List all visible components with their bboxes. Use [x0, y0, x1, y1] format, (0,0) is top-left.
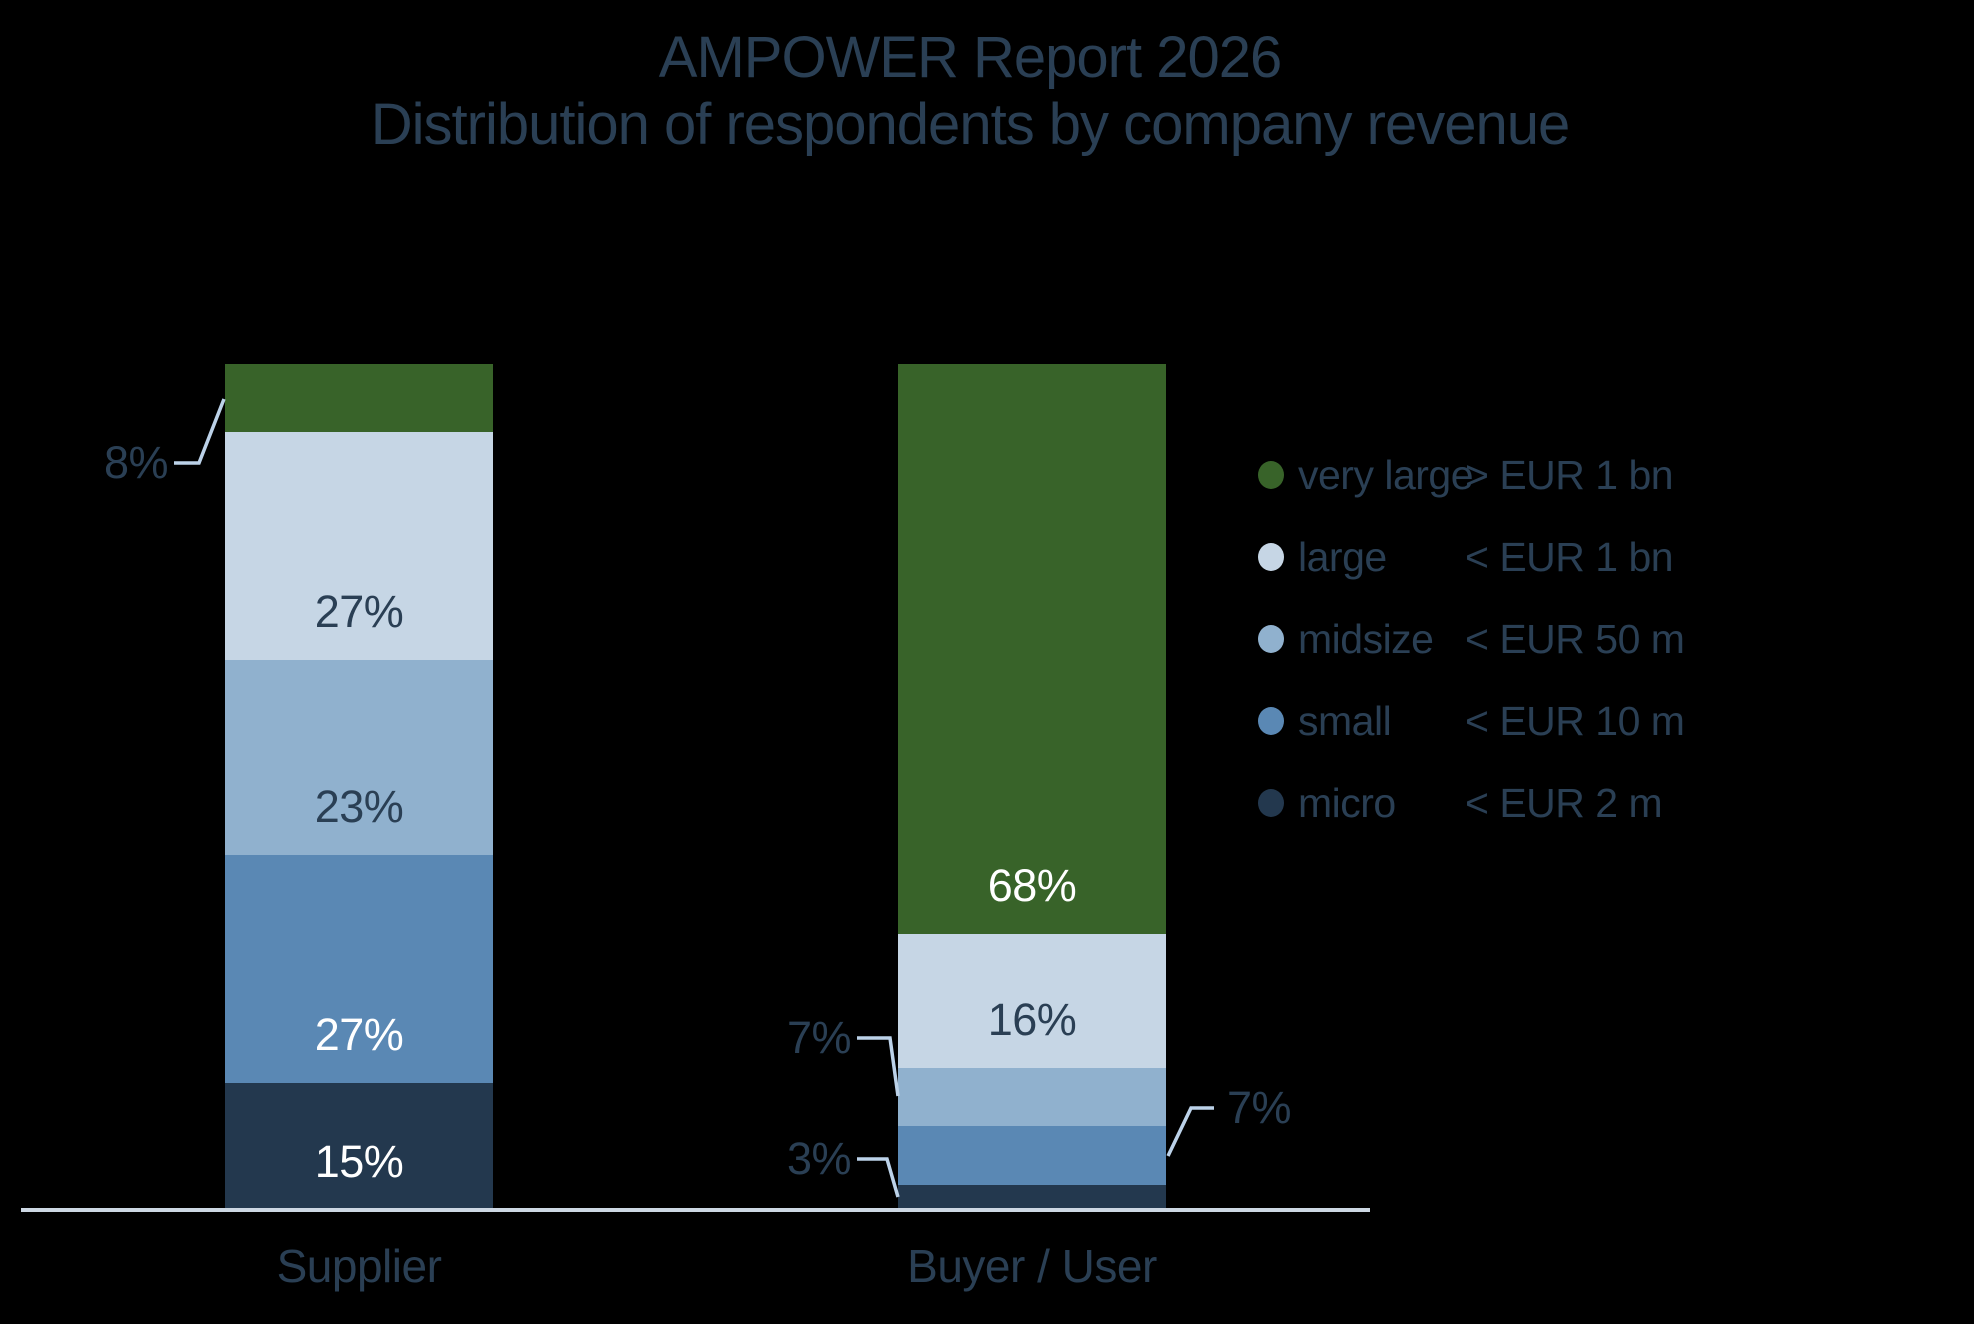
legend-label-midsize: midsize [1298, 615, 1434, 662]
bar-segment-buyer-user-very-large [898, 364, 1166, 934]
chart-title-line1: AMPOWER Report 2026 [658, 25, 1282, 90]
chart-title: AMPOWER Report 2026 Distribution of resp… [0, 24, 1940, 158]
legend-threshold-very-large: > EUR 1 bn [1465, 451, 1674, 498]
callout-label-buyer-user-micro: 3% [786, 1133, 852, 1184]
legend-label-large: large [1298, 533, 1387, 580]
legend-marker-large-icon [1258, 543, 1284, 571]
bar-label-supplier-micro: 15% [314, 1136, 404, 1187]
legend: very large > EUR 1 bn large < EUR 1 bn m… [1258, 434, 1685, 844]
bar-segment-buyer-user-small [898, 1126, 1166, 1185]
legend-item-large: large < EUR 1 bn [1258, 516, 1684, 598]
legend-marker-very-large-icon [1258, 461, 1284, 489]
legend-label-small: small [1298, 697, 1392, 744]
bar-label-buyer-user-large: 16% [987, 993, 1077, 1045]
bar-segment-buyer-user-midsize [898, 1067, 1166, 1127]
bar-label-buyer-user-very-large: 68% [987, 859, 1077, 911]
legend-label-micro: micro [1298, 779, 1396, 826]
callout-label-buyer-user-small: 7% [1227, 1082, 1292, 1133]
callout-label-buyer-user-midsize: 7% [786, 1012, 852, 1063]
x-axis-label-buyer-user: Buyer / User [907, 1240, 1157, 1292]
callout-line-buyer-user-midsize [857, 1036, 900, 1097]
bar-segment-buyer-user-micro [898, 1184, 1166, 1210]
x-axis-line [21, 1208, 1370, 1212]
x-axis-label-supplier: Supplier [276, 1240, 442, 1292]
legend-marker-midsize-icon [1258, 625, 1284, 653]
legend-label-very-large: very large [1298, 451, 1474, 498]
bar-label-supplier-midsize: 23% [314, 780, 404, 832]
chart-title-line2: Distribution of respondents by company r… [370, 92, 1570, 157]
bar-segment-supplier-small [225, 854, 493, 1084]
legend-marker-micro-icon [1258, 789, 1284, 817]
callout-label-supplier-very-large: 8% [103, 437, 169, 488]
bar-label-supplier-small: 27% [314, 1009, 404, 1061]
legend-item-small: small < EUR 10 m [1258, 680, 1685, 762]
legend-threshold-midsize: < EUR 50 m [1465, 615, 1685, 662]
legend-threshold-micro: < EUR 2 m [1465, 779, 1663, 826]
legend-item-micro: micro < EUR 2 m [1258, 762, 1684, 844]
legend-marker-small-icon [1258, 707, 1284, 735]
callout-line-buyer-user-micro [857, 1157, 900, 1198]
legend-threshold-large: < EUR 1 bn [1465, 533, 1674, 580]
bar-segment-supplier-very-large [225, 364, 493, 432]
bar-segment-supplier-midsize [225, 660, 493, 855]
bar-segment-supplier-micro [225, 1083, 493, 1210]
callout-line-buyer-user-small [1166, 1106, 1214, 1157]
legend-item-midsize: midsize < EUR 50 m [1258, 598, 1685, 680]
bar-segment-supplier-large [225, 431, 493, 661]
legend-threshold-small: < EUR 10 m [1465, 697, 1685, 744]
bar-segment-buyer-user-large [898, 933, 1166, 1068]
legend-item-very-large: very large > EUR 1 bn [1258, 434, 1684, 516]
bar-label-supplier-large: 27% [314, 586, 404, 638]
callout-line-supplier-very-large [174, 398, 226, 465]
